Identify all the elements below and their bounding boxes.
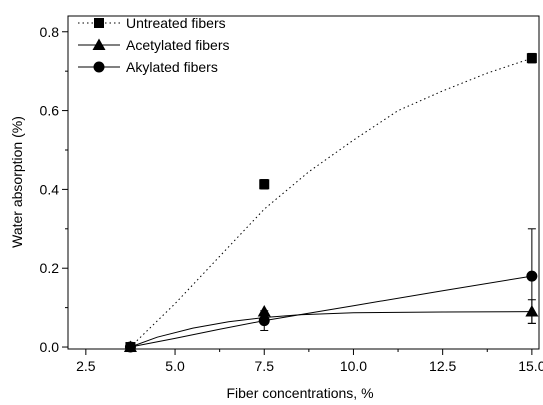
y-tick-label: 0.0: [40, 339, 60, 355]
y-tick-label: 0.8: [40, 24, 60, 40]
legend-label-acetylated-fibers: Acetylated fibers: [126, 37, 230, 53]
y-tick-label: 0.2: [40, 260, 60, 276]
point-akylated-fibers: [124, 341, 136, 353]
x-tick-label: 10.0: [340, 358, 367, 374]
x-tick-label: 12.5: [429, 358, 456, 374]
point-untreated-fibers: [259, 179, 270, 190]
y-axis-title: Water absorption (%): [9, 116, 25, 248]
point-acetylated-fibers: [525, 305, 539, 317]
point-akylated-fibers: [258, 315, 270, 327]
error-bars: [260, 52, 536, 331]
y-tick-label: 0.4: [40, 181, 60, 197]
x-tick-label: 15.0: [518, 358, 543, 374]
x-tick-label: 2.5: [76, 358, 96, 374]
y-tick-label: 0.6: [40, 103, 60, 119]
data-markers: [123, 53, 539, 353]
legend-marker-akylated-fibers: [93, 61, 105, 73]
point-acetylated-fibers: [257, 305, 271, 317]
x-tick-label: 7.5: [255, 358, 275, 374]
fit-lines: [130, 57, 533, 348]
legend-label-untreated-fibers: Untreated fibers: [126, 15, 226, 31]
fit-line-acetylated-fibers: [130, 311, 532, 348]
ticks: 2.5 5.0 7.5 10.0 12.5 15.0 0.0 0.2 0.4 0.6 0.8: [40, 24, 543, 374]
legend-label-akylated-fibers: Akylated fibers: [126, 59, 218, 75]
fit-line-untreated-fibers: [130, 57, 533, 348]
plot-frame: [67, 15, 540, 350]
x-axis-title: Fiber concentrations, %: [226, 385, 373, 401]
legend-marker-untreated-fibers: [94, 18, 104, 28]
legend-marker-acetylated-fibers: [92, 38, 106, 50]
x-tick-label: 5.0: [165, 358, 185, 374]
point-akylated-fibers: [526, 270, 538, 282]
legend: Untreated fibers Acetylated fibers Akylate…: [78, 15, 230, 75]
axes: [67, 15, 540, 350]
point-untreated-fibers: [526, 53, 537, 64]
